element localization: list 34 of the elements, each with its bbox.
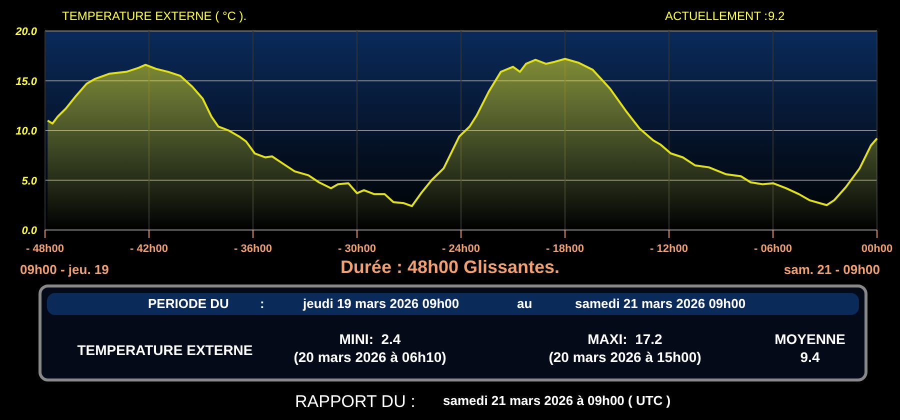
- text: PERIODE DU: [148, 296, 229, 311]
- x-tick-label: - 48h00: [26, 243, 64, 255]
- text: 9.2: [768, 9, 786, 23]
- y-tick-label: 20.0: [14, 26, 38, 38]
- y-tick-label: 0.0: [22, 225, 38, 237]
- text: ACTUELLEMENT :: [665, 9, 768, 23]
- chart-title: TEMPERATURE EXTERNE ( °C ).: [62, 9, 247, 23]
- text: MAXI: 17.2: [588, 331, 663, 347]
- text: sam. 21 - 09h00: [784, 262, 880, 277]
- text: au: [517, 296, 532, 311]
- text: (20 mars 2026 à 06h10): [294, 349, 446, 365]
- x-tick-label: - 06h00: [754, 243, 792, 255]
- text: TEMPERATURE EXTERNE: [77, 342, 253, 358]
- text: MINI: 2.4: [339, 331, 401, 347]
- x-tick-label: - 18h00: [546, 243, 584, 255]
- x-tick-label: - 42h00: [130, 243, 168, 255]
- text: :: [260, 296, 264, 311]
- y-tick-label: 10.0: [16, 126, 38, 138]
- text: MOYENNE: [774, 331, 846, 347]
- text: samedi 21 mars 2026 09h00: [575, 296, 746, 311]
- x-tick-label: - 12h00: [650, 243, 688, 255]
- text: Durée : 48h00 Glissantes.: [340, 257, 560, 277]
- x-tick-label: - 24h00: [442, 243, 480, 255]
- text: (20 mars 2026 à 15h00): [548, 349, 702, 365]
- text: 9.4: [800, 349, 820, 365]
- y-tick-label: 15.0: [16, 76, 38, 88]
- x-tick-label: - 36h00: [234, 243, 272, 255]
- text: 09h00 - jeu. 19: [20, 262, 109, 277]
- x-tick-label: 00h00: [861, 243, 893, 255]
- text: jeudi 19 mars 2026 09h00: [302, 296, 460, 311]
- text: RAPPORT DU :: [295, 392, 416, 411]
- text: samedi 21 mars 2026 à 09h00 ( UTC ): [443, 393, 671, 408]
- x-tick-label: - 30h00: [338, 243, 376, 255]
- y-tick-label: 5.0: [22, 175, 38, 188]
